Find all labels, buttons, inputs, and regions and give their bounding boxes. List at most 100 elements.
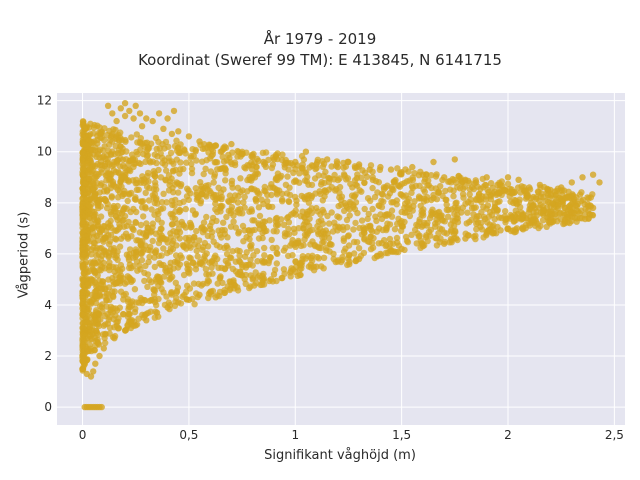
cloud-point [280, 247, 288, 254]
cloud-point [206, 187, 213, 195]
cloud-point [272, 215, 280, 222]
cloud-point [86, 131, 94, 138]
cloud-point [85, 202, 93, 209]
cloud-point [154, 216, 162, 223]
cloud-point [121, 187, 128, 195]
cloud-point [82, 332, 89, 340]
cloud-point [261, 252, 268, 259]
cloud-point [217, 189, 224, 196]
cloud-point [80, 297, 87, 305]
cloud-point [202, 165, 209, 172]
cloud-point [339, 223, 346, 231]
cloud-point [113, 280, 120, 287]
cloud-point [421, 178, 428, 185]
cloud-point [191, 211, 199, 218]
data-point [132, 322, 139, 329]
cloud-point [255, 204, 263, 211]
cloud-point [208, 152, 215, 160]
cloud-point [106, 259, 113, 266]
data-points [79, 100, 603, 411]
cloud-point [105, 316, 113, 323]
cloud-point [193, 157, 200, 164]
data-point [143, 317, 150, 324]
cloud-point [155, 239, 163, 247]
cloud-point [450, 187, 457, 194]
data-point [170, 107, 178, 115]
cloud-point [452, 228, 459, 236]
cloud-point [502, 208, 509, 215]
cloud-point [241, 193, 248, 201]
y-tick-label: 2 [44, 349, 52, 363]
cloud-point [460, 185, 467, 192]
data-point [117, 105, 125, 112]
cloud-point [110, 202, 118, 210]
cloud-point [470, 211, 477, 218]
cloud-point [237, 205, 244, 213]
cloud-point [120, 275, 127, 282]
cloud-point [290, 209, 297, 217]
cloud-point [327, 241, 334, 248]
data-point [483, 174, 490, 181]
cloud-point [158, 232, 165, 239]
cloud-point [203, 250, 210, 257]
cloud-point [243, 249, 250, 256]
point-cloud [79, 118, 597, 374]
cloud-point [80, 305, 87, 312]
cloud-point [142, 178, 149, 185]
cloud-point [360, 249, 368, 257]
data-point [270, 156, 278, 163]
cloud-point [361, 179, 368, 186]
cloud-point [355, 245, 363, 252]
cloud-point [219, 153, 226, 160]
cloud-point [137, 198, 144, 205]
data-point [355, 161, 363, 168]
data-point [419, 171, 427, 178]
cloud-point [236, 252, 243, 259]
cloud-point [314, 253, 321, 261]
cloud-point [269, 184, 277, 191]
cloud-point [246, 284, 253, 292]
cloud-point [268, 164, 276, 172]
cloud-point [187, 152, 195, 160]
cloud-point [413, 221, 420, 229]
cloud-point [389, 248, 396, 255]
cloud-point [235, 193, 242, 200]
cloud-point [93, 244, 101, 252]
data-point [185, 296, 193, 304]
chart-title-line-1: År 1979 - 2019 [263, 30, 377, 48]
cloud-point [281, 233, 289, 240]
cloud-point [104, 156, 111, 163]
cloud-point [250, 252, 257, 259]
cloud-point [91, 224, 98, 231]
data-point [136, 110, 144, 117]
cloud-point [382, 249, 390, 257]
cloud-point [138, 256, 146, 264]
cloud-point [144, 271, 152, 278]
cloud-point [350, 203, 357, 211]
cloud-point [330, 250, 337, 258]
cloud-point [137, 179, 144, 186]
cloud-point [551, 211, 559, 218]
cloud-point [232, 258, 239, 265]
cloud-point [99, 264, 106, 271]
cloud-point [172, 279, 179, 286]
cloud-point [202, 266, 210, 273]
cloud-point [170, 189, 177, 196]
data-point [98, 403, 105, 411]
data-point [451, 156, 458, 163]
cloud-point [79, 194, 87, 202]
cloud-point [125, 256, 133, 264]
cloud-point [79, 128, 87, 135]
cloud-point [121, 280, 129, 287]
cloud-point [320, 254, 328, 261]
cloud-point [365, 210, 372, 218]
cloud-point [208, 258, 215, 266]
data-point [504, 225, 512, 232]
cloud-point [85, 209, 92, 216]
cloud-point [358, 188, 365, 195]
cloud-point [79, 160, 86, 167]
cloud-point [497, 227, 504, 234]
cloud-point [436, 225, 444, 232]
cloud-point [251, 282, 258, 289]
data-point [313, 263, 320, 270]
